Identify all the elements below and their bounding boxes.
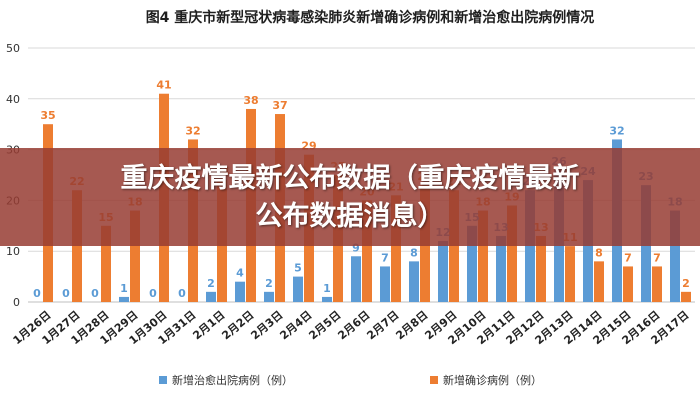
data-label-cured: 4 [236, 267, 244, 280]
bar-cured [206, 291, 216, 302]
legend-label-cured: 新增治愈出院病例（例） [172, 373, 293, 387]
x-tick-label: 2月2日 [219, 308, 256, 342]
data-label-cured: 8 [410, 246, 418, 259]
data-label-cured: 0 [178, 287, 186, 300]
data-label-confirmed: 32 [185, 124, 200, 137]
bar-cured [351, 256, 361, 302]
data-label-cured: 7 [381, 251, 389, 264]
y-tick-label: 50 [6, 42, 20, 55]
y-tick-label: 10 [6, 245, 20, 258]
bar-cured [670, 210, 680, 302]
data-label-cured: 0 [33, 287, 41, 300]
data-label-cured: 32 [609, 124, 624, 137]
bar-confirmed [594, 261, 604, 302]
data-label-confirmed: 35 [40, 109, 55, 122]
bar-confirmed [101, 225, 111, 302]
data-label-confirmed: 41 [156, 79, 171, 92]
overlay-headline-line-2: 公布数据消息） [255, 201, 445, 232]
x-tick-label: 2月8日 [393, 308, 430, 342]
data-label-confirmed: 8 [595, 246, 603, 259]
data-label-confirmed: 7 [624, 251, 632, 264]
bar-cured [409, 261, 419, 302]
data-label-confirmed: 38 [243, 94, 258, 107]
bar-confirmed [623, 266, 633, 302]
x-tick-label: 2月6日 [335, 308, 372, 342]
bar-cured [119, 296, 129, 302]
overlay-headline-line-1: 重庆疫情最新公布数据（重庆疫情最新 [120, 163, 580, 194]
data-label-cured: 9 [352, 241, 360, 254]
bar-confirmed [536, 235, 546, 302]
bar-cured [293, 276, 303, 302]
data-label-cured: 2 [207, 277, 215, 290]
title-overlay-banner [0, 148, 700, 246]
bar-cured [467, 225, 477, 302]
x-ticks-layer: 1月26日1月27日1月28日1月29日1月30日1月31日2月1日2月2日2月… [11, 308, 692, 347]
bar-cured [235, 281, 245, 302]
bar-cured [525, 190, 535, 302]
data-label-cured: 5 [294, 262, 302, 275]
bar-cured [380, 266, 390, 302]
bar-confirmed [72, 190, 82, 302]
x-tick-label: 2月1日 [190, 308, 227, 342]
bar-confirmed [507, 205, 517, 302]
legend: 新增治愈出院病例（例） 新增确诊病例（例） [159, 373, 542, 387]
bar-cured [438, 241, 448, 302]
legend-swatch-confirmed [430, 376, 438, 384]
x-tick-label: 2月3日 [248, 308, 285, 342]
data-label-cured: 1 [323, 282, 331, 295]
x-tick-label: 2月5日 [306, 308, 343, 342]
bar-cured [264, 291, 274, 302]
data-label-cured: 0 [91, 287, 99, 300]
overlay-headline: 重庆疫情最新公布数据（重庆疫情最新 公布数据消息） [20, 160, 680, 236]
data-label-confirmed: 2 [682, 277, 690, 290]
y-tick-label: 0 [13, 296, 20, 309]
legend-label-confirmed: 新增确诊病例（例） [443, 373, 542, 387]
bar-cured [322, 296, 332, 302]
x-tick-label: 2月4日 [277, 308, 314, 342]
bar-confirmed [478, 210, 488, 302]
data-label-confirmed: 7 [653, 251, 661, 264]
data-label-cured: 1 [120, 282, 128, 295]
data-label-cured: 0 [62, 287, 70, 300]
data-label-cured: 2 [265, 277, 273, 290]
bar-confirmed [565, 246, 575, 302]
bar-confirmed [130, 210, 140, 302]
bar-confirmed [362, 200, 372, 302]
bar-confirmed [652, 266, 662, 302]
data-label-cured: 0 [149, 287, 157, 300]
bar-confirmed [449, 190, 459, 302]
x-tick-label: 2月7日 [364, 308, 401, 342]
y-tick-label: 40 [6, 93, 20, 106]
bar-confirmed [681, 291, 691, 302]
bar-confirmed [391, 195, 401, 302]
chart-title: 图4 重庆市新型冠状病毒感染肺炎新增确诊病例和新增治愈出院病例情况 [146, 9, 595, 26]
bar-cured [496, 235, 506, 302]
legend-swatch-cured [159, 376, 167, 384]
data-label-confirmed: 37 [272, 99, 287, 112]
